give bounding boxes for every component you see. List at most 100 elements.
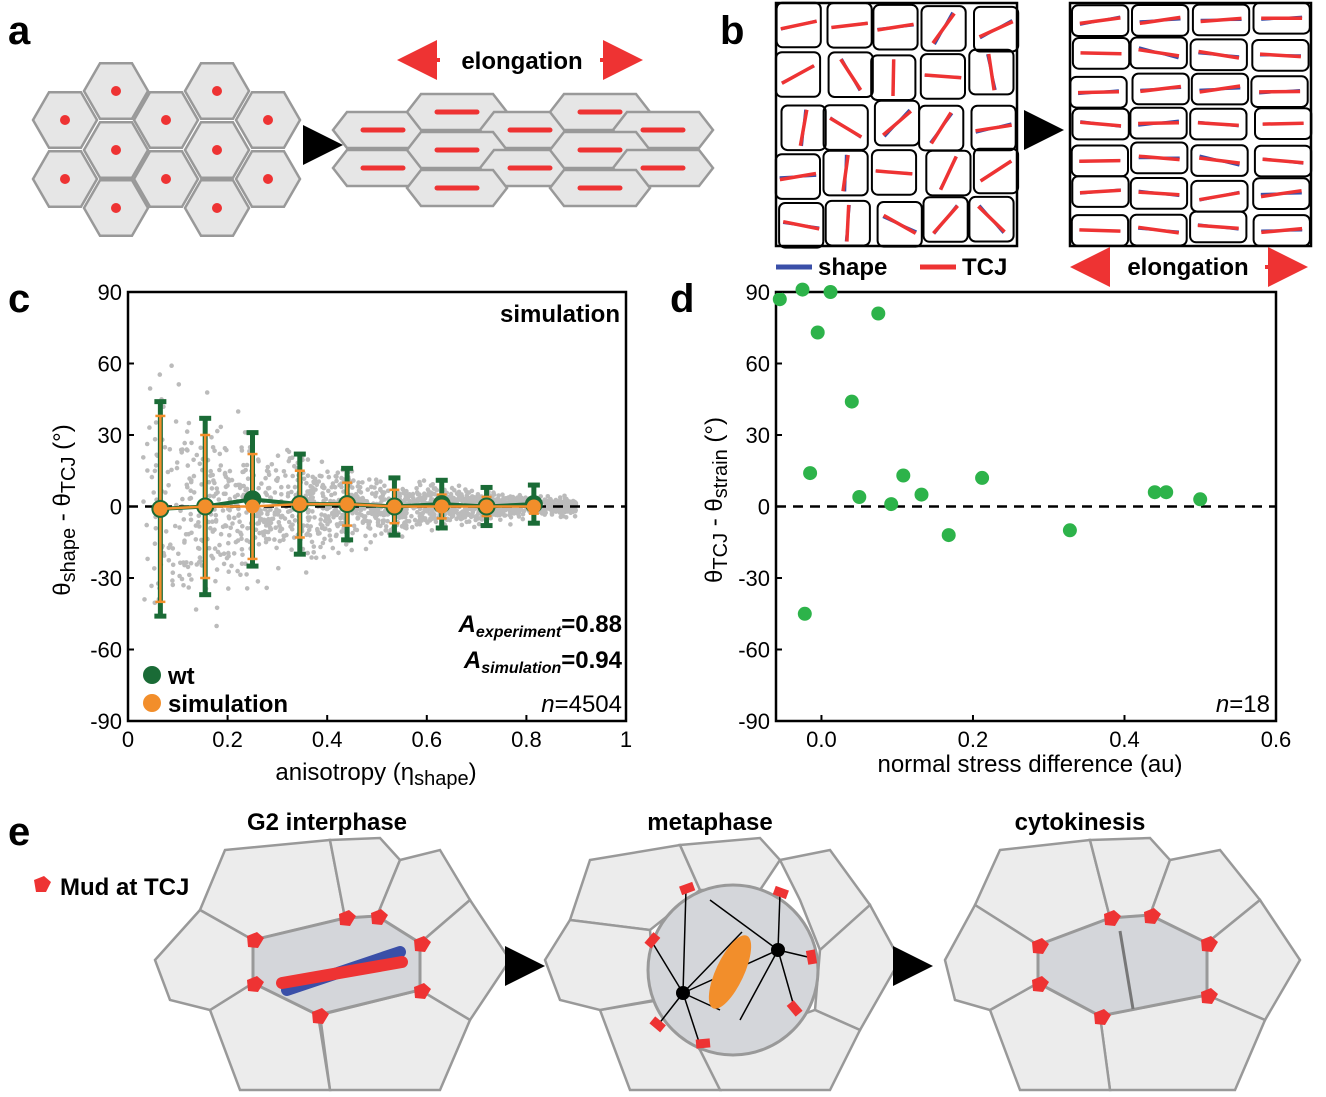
data-point xyxy=(241,483,246,489)
data-point xyxy=(197,555,203,560)
data-point xyxy=(308,483,313,489)
data-point xyxy=(305,531,310,536)
x-tick-label: 0.4 xyxy=(1109,727,1140,752)
data-point xyxy=(464,519,470,525)
data-point xyxy=(187,572,192,578)
tcj-axis xyxy=(831,21,869,30)
data-point xyxy=(189,478,194,483)
cell-centroid-dot xyxy=(212,86,222,96)
data-point xyxy=(170,582,176,588)
cell-centroid-dot xyxy=(111,203,121,213)
data-point xyxy=(379,531,384,536)
data-point xyxy=(449,509,454,515)
data-point xyxy=(286,519,292,525)
data-point xyxy=(283,473,288,478)
segmented-cell-outline xyxy=(968,195,1015,243)
data-point xyxy=(235,568,240,574)
data-point xyxy=(369,484,374,490)
data-point xyxy=(428,511,434,516)
segmented-cell-outline xyxy=(780,104,827,152)
data-point xyxy=(230,521,235,526)
y-tick-label: 60 xyxy=(746,352,770,377)
series-point xyxy=(340,497,355,512)
data-point xyxy=(421,478,427,483)
data-point xyxy=(188,511,193,517)
data-point xyxy=(422,491,427,497)
data-point xyxy=(244,572,249,577)
tcj-axis xyxy=(841,154,850,192)
data-point xyxy=(316,479,322,484)
data-point xyxy=(410,491,416,497)
data-point xyxy=(240,552,245,558)
data-point xyxy=(281,537,286,542)
data-point xyxy=(274,545,279,551)
data-point xyxy=(286,458,292,464)
data-point xyxy=(197,546,202,551)
data-point xyxy=(163,490,168,495)
data-point xyxy=(425,487,431,492)
data-point xyxy=(217,451,223,457)
data-point xyxy=(498,517,503,523)
segmented-cell-outline xyxy=(1251,39,1310,72)
spindle-pole-left xyxy=(676,986,690,1000)
cell-centroid-dot xyxy=(161,174,171,184)
data-point xyxy=(473,517,479,523)
data-point xyxy=(186,585,191,590)
data-point xyxy=(417,521,423,527)
data-point xyxy=(275,475,281,481)
tcj-axis xyxy=(781,64,815,85)
data-point xyxy=(151,490,156,495)
data-point xyxy=(941,528,956,543)
data-point xyxy=(213,491,219,497)
data-point xyxy=(243,487,248,493)
data-point xyxy=(383,524,389,529)
data-point xyxy=(212,527,217,532)
tcj-axis xyxy=(1262,157,1304,165)
data-point xyxy=(221,561,227,567)
tcj-axis xyxy=(1079,16,1121,26)
data-point xyxy=(223,523,229,529)
tcj-axis xyxy=(1139,15,1181,26)
data-point xyxy=(275,453,281,459)
segmented-cell-outline xyxy=(870,149,918,196)
data-point xyxy=(309,555,314,560)
stage-metaphase-title: metaphase xyxy=(647,809,772,836)
data-point xyxy=(235,409,241,414)
chart-c: 0 0.2 0.4 0.6 0.8 1 90 60 30 0 -30 -60 -90 xyxy=(90,280,632,752)
tcj-axis xyxy=(1198,156,1241,165)
data-point xyxy=(185,463,191,468)
data-point xyxy=(336,510,341,515)
data-point xyxy=(795,282,810,297)
data-point xyxy=(152,541,158,546)
segmented-cell-outline xyxy=(1069,75,1128,109)
data-point xyxy=(162,445,168,450)
tcj-axis xyxy=(798,109,809,147)
x-tick-label: 0.2 xyxy=(212,727,243,752)
legend-wt-marker xyxy=(143,666,161,684)
data-point xyxy=(226,540,231,546)
cell-centroid-dot xyxy=(212,145,222,155)
data-point xyxy=(492,497,498,503)
segmented-cell-outline xyxy=(1129,177,1189,210)
data-point xyxy=(187,496,192,502)
data-point xyxy=(476,521,482,527)
data-point xyxy=(238,572,243,578)
data-point xyxy=(400,514,406,520)
a-simulation-annotation: Asimulation=0.94 xyxy=(463,647,623,677)
segmented-cell-outline xyxy=(973,5,1020,53)
x-tick-label: 0.8 xyxy=(511,727,542,752)
segmented-cell-outline xyxy=(1189,210,1248,244)
data-point xyxy=(182,538,187,543)
data-point xyxy=(256,485,262,491)
data-point xyxy=(281,469,287,474)
mud-at-tcj-markers-g2 xyxy=(247,909,431,1024)
data-point xyxy=(469,495,474,501)
data-point xyxy=(225,483,230,488)
data-point xyxy=(310,509,315,514)
data-point xyxy=(330,481,336,486)
data-point xyxy=(404,523,409,528)
data-point xyxy=(351,523,357,529)
data-point xyxy=(514,508,519,513)
data-point xyxy=(267,525,273,531)
x-tick-label: 1 xyxy=(620,727,632,752)
